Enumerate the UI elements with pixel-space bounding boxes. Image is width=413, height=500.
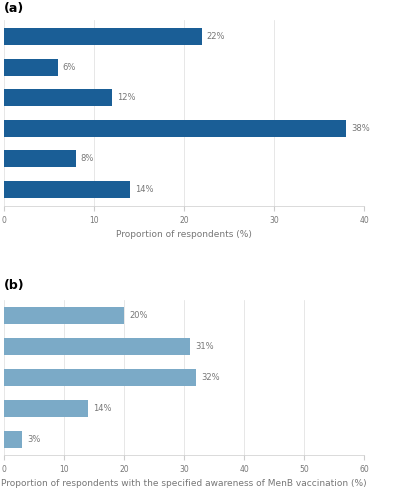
Text: (a): (a) (4, 2, 24, 15)
Bar (4, 90, 112, 106)
Text: (b): (b) (4, 280, 25, 292)
Text: 32%: 32% (201, 373, 219, 382)
Text: 3%: 3% (27, 435, 40, 444)
Text: 8%: 8% (81, 154, 94, 164)
Bar (4, 181, 130, 198)
Text: 20%: 20% (129, 311, 147, 320)
Bar (4, 431, 22, 448)
Bar (4, 59, 58, 76)
Bar (4, 28, 202, 45)
Text: 6%: 6% (62, 63, 76, 72)
Bar (4, 150, 76, 167)
Bar (4, 369, 196, 386)
Text: 22%: 22% (206, 32, 225, 42)
X-axis label: Proportion of respondents (%): Proportion of respondents (%) (116, 230, 252, 239)
Bar (4, 338, 190, 355)
Text: 14%: 14% (93, 404, 111, 413)
X-axis label: Proportion of respondents with the specified awareness of MenB vaccination (%): Proportion of respondents with the speci… (1, 480, 366, 488)
Bar (4, 400, 88, 417)
Text: 38%: 38% (350, 124, 369, 133)
Bar (4, 307, 124, 324)
Text: 12%: 12% (116, 94, 135, 102)
Text: 14%: 14% (134, 185, 153, 194)
Bar (4, 120, 345, 136)
Text: 31%: 31% (195, 342, 213, 351)
